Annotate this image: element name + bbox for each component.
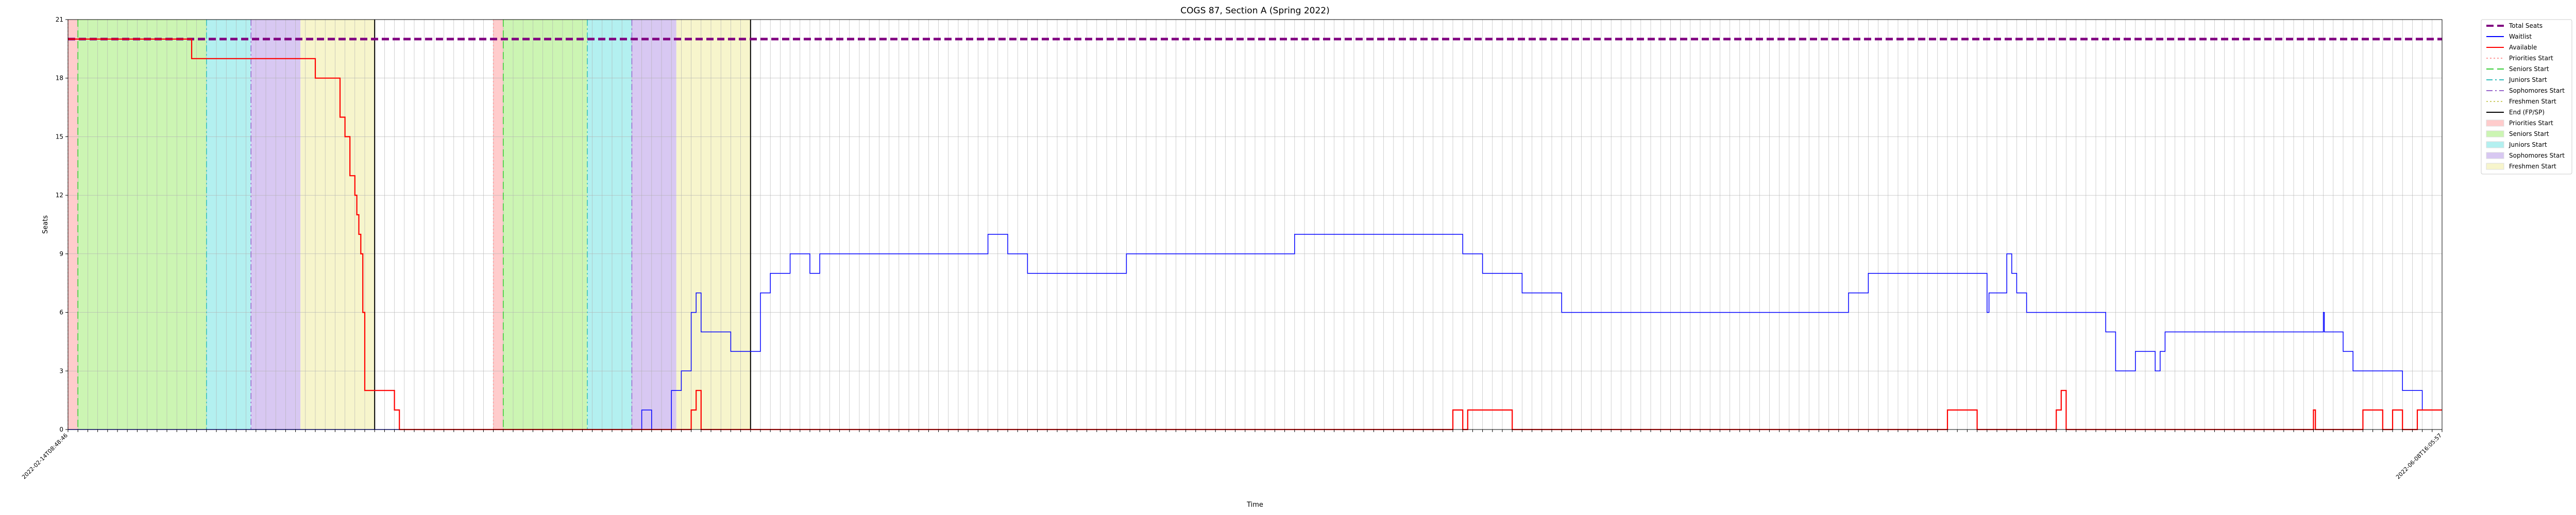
y-tick-label: 12 [56,192,63,199]
phase-band [300,20,375,430]
phase-bands [68,20,751,430]
series-waitlist [68,234,2442,430]
legend-label: Freshmen Start [2509,98,2556,105]
legend-patch-swatch [2486,130,2504,138]
phase-band [206,20,251,430]
legend-label: Available [2509,44,2537,51]
phase-band [78,20,207,430]
phase-band [68,20,78,430]
phase-band [587,20,632,430]
legend-label: Freshmen Start [2509,163,2556,170]
legend-label: Priorities Start [2509,119,2553,127]
legend-label: End (FP/SP) [2509,109,2545,116]
grid [67,19,2443,430]
y-tick-label: 21 [56,16,63,23]
x-axis-label: Time [1246,501,1263,509]
legend-label: Priorities Start [2509,55,2553,62]
legend-label: Total Seats [2509,22,2543,29]
legend-label: Seniors Start [2509,65,2549,73]
y-axis-label: Seats [42,215,49,234]
y-tick-label: 6 [59,309,63,316]
y-tick-label: 3 [59,367,63,374]
legend-label: Sophomores Start [2509,152,2565,159]
y-tick-label: 18 [56,75,63,82]
legend-patch-swatch [2486,152,2504,159]
legend-patch-swatch [2486,163,2504,170]
phase-band [632,20,676,430]
y-tick-label: 15 [56,133,63,140]
y-tick-label: 0 [59,426,63,433]
phase-band [493,20,503,430]
legend: Total Seats Waitlist Available Priorities S… [2481,19,2572,175]
phase-lines [67,20,751,430]
y-axis: 0 3 6 9 12 15 18 21 [56,16,68,433]
legend-label: Juniors Start [2509,141,2547,148]
x-tick-label-first: 2022-02-14T08:48:46 [21,432,69,480]
legend-frame [2481,19,2572,175]
x-axis: 2022-02-14T08:48:46 2022-06-08T16:05:57 [21,430,2443,480]
legend-label: Waitlist [2509,33,2532,40]
legend-label: Seniors Start [2509,130,2549,138]
phase-band [503,20,587,430]
phase-band [676,20,751,430]
legend-label: Juniors Start [2509,76,2547,83]
legend-label: Sophomores Start [2509,87,2565,94]
y-tick-label: 9 [59,250,63,258]
legend-patch-swatch [2486,141,2504,148]
x-tick-label-last: 2022-06-08T16:05:57 [2395,432,2443,480]
chart-title: COGS 87, Section A (Spring 2022) [1180,6,1329,16]
legend-patch-swatch [2486,119,2504,127]
